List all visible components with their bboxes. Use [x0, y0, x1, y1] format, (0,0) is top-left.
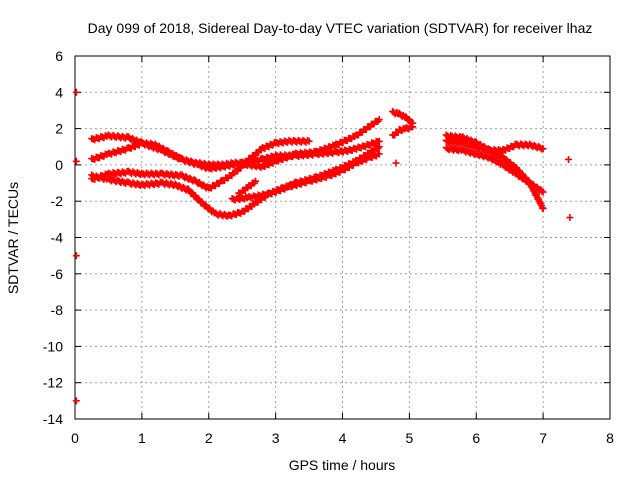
y-tick-label: -4: [51, 230, 64, 246]
data-point-isolated: [72, 88, 80, 96]
y-tick-label: 4: [55, 84, 63, 100]
y-tick-label: -12: [43, 375, 63, 391]
x-axis-label: GPS time / hours: [289, 457, 396, 473]
x-tick-label: 5: [405, 430, 413, 446]
x-tick-label: 7: [539, 430, 547, 446]
x-tick-label: 2: [205, 430, 213, 446]
x-tick-label: 6: [472, 430, 480, 446]
x-tick-label: 4: [339, 430, 347, 446]
data-point-isolated: [72, 252, 80, 260]
data-point-track-j: [538, 187, 546, 195]
x-tick-label: 1: [138, 430, 146, 446]
data-point-track-e: [375, 150, 383, 158]
y-tick-label: -10: [43, 338, 63, 354]
data-point-track-c: [305, 137, 313, 145]
data-point-track-f: [252, 177, 260, 185]
y-tick-label: -14: [43, 411, 63, 427]
y-tick-label: -6: [51, 266, 64, 282]
y-tick-label: 2: [55, 121, 63, 137]
data-point-track-b: [375, 116, 383, 124]
chart-title: Day 099 of 2018, Sidereal Day-to-day VTE…: [88, 20, 593, 36]
data-point-isolated: [392, 159, 400, 167]
data-points: [72, 88, 574, 405]
data-point-isolated: [565, 155, 573, 163]
data-point-isolated: [72, 157, 80, 165]
y-tick-label: -8: [51, 302, 64, 318]
axis-ticks: 0 1 2 3 4 5 6 7 8 6 4 2 0 -2 -4 -6 -8 -10 -12 -14: [43, 48, 614, 446]
grid: [75, 56, 610, 419]
data-point-isolated: [72, 397, 80, 405]
y-tick-label: 0: [55, 157, 63, 173]
y-axis-label: SDTVAR / TECUs: [5, 182, 21, 294]
data-point-track-k: [539, 145, 547, 153]
x-tick-label: 8: [606, 430, 614, 446]
y-tick-label: 6: [55, 48, 63, 64]
data-point-track-j: [539, 188, 547, 196]
data-point-isolated: [566, 214, 574, 222]
data-point-track-h: [409, 123, 417, 131]
x-tick-label: 3: [272, 430, 280, 446]
data-point-track-d: [375, 143, 383, 151]
data-point-track-i: [539, 204, 547, 212]
y-tick-label: -2: [51, 193, 64, 209]
x-tick-label: 0: [71, 430, 79, 446]
